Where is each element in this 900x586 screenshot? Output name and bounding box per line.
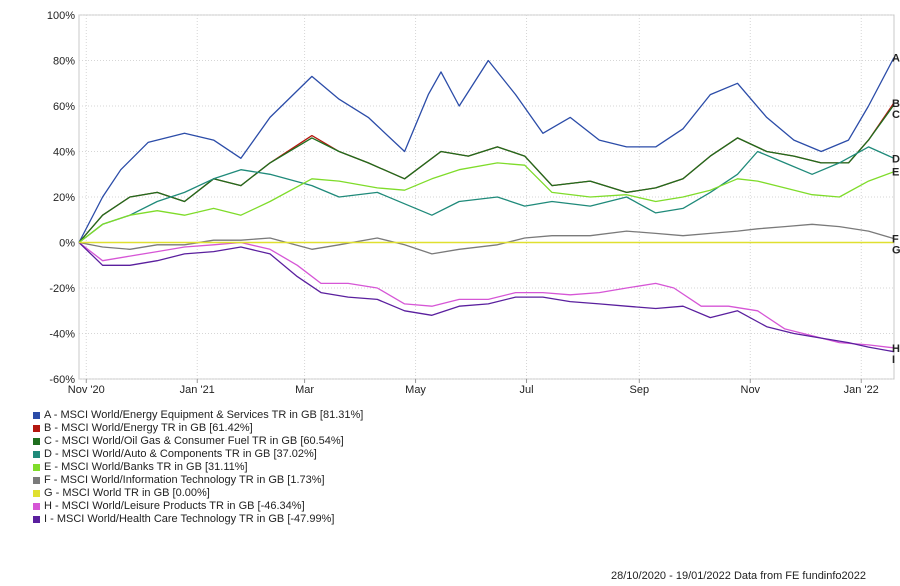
series-end-label-h: H xyxy=(892,343,900,355)
x-tick-label: Jan '22 xyxy=(844,384,879,396)
legend-item-a: A - MSCI World/Energy Equipment & Servic… xyxy=(33,409,363,422)
y-tick-label: -40% xyxy=(49,329,75,341)
y-tick-label: -60% xyxy=(49,374,75,386)
series-line-h xyxy=(78,241,895,349)
legend-item-g: G - MSCI World TR in GB [0.00%] xyxy=(33,487,363,500)
x-tick-label: May xyxy=(405,384,426,396)
legend-label: B - MSCI World/Energy TR in GB [61.42%] xyxy=(44,422,253,434)
y-tick-label: 100% xyxy=(47,10,75,22)
series-end-label-d: D xyxy=(892,153,900,165)
series-line-a xyxy=(78,57,895,243)
x-tick-label: Nov '20 xyxy=(68,384,105,396)
legend-item-h: H - MSCI World/Leisure Products TR in GB… xyxy=(33,500,363,513)
x-tick-label: Nov xyxy=(741,384,761,396)
y-tick-label: 40% xyxy=(53,147,75,159)
series-line-e xyxy=(78,162,895,244)
series-end-label-b: B xyxy=(892,98,900,110)
source-footer: 28/10/2020 - 19/01/2022 Data from FE fun… xyxy=(611,570,867,582)
legend-label: C - MSCI World/Oil Gas & Consumer Fuel T… xyxy=(44,435,344,447)
x-tick-label: Jul xyxy=(519,384,533,396)
legend-label: A - MSCI World/Energy Equipment & Servic… xyxy=(44,409,364,421)
series-end-label-f: F xyxy=(892,234,899,246)
plot-area xyxy=(78,14,895,380)
series-end-label-e: E xyxy=(892,167,899,179)
legend-item-f: F - MSCI World/Information Technology TR… xyxy=(33,474,363,487)
y-tick-label: -20% xyxy=(49,283,75,295)
y-tick-label: 0% xyxy=(59,238,75,250)
x-tick-label: Mar xyxy=(295,384,314,396)
legend-label: I - MSCI World/Health Care Technology TR… xyxy=(44,513,335,525)
series-line-d xyxy=(78,146,895,244)
legend-swatch xyxy=(33,425,40,432)
legend-swatch xyxy=(33,477,40,484)
series-line-c xyxy=(78,104,895,243)
legend-item-e: E - MSCI World/Banks TR in GB [31.11%] xyxy=(33,461,363,474)
legend-label: D - MSCI World/Auto & Components TR in G… xyxy=(44,448,317,460)
x-tick-label: Sep xyxy=(630,384,650,396)
legend-label: G - MSCI World TR in GB [0.00%] xyxy=(44,487,210,499)
series-end-label-a: A xyxy=(892,53,900,65)
x-axis: Nov '20 Jan '21 Mar May Jul Sep Nov Jan '22 xyxy=(68,379,879,396)
legend-swatch xyxy=(33,438,40,445)
series-line-i xyxy=(78,242,895,353)
y-tick-label: 80% xyxy=(53,56,75,68)
series-end-label-i: I xyxy=(892,354,895,366)
x-tick-label: Jan '21 xyxy=(180,384,215,396)
legend-swatch xyxy=(33,490,40,497)
legend-item-c: C - MSCI World/Oil Gas & Consumer Fuel T… xyxy=(33,435,363,448)
y-tick-label: 20% xyxy=(53,192,75,204)
series-end-label-c: C xyxy=(892,109,900,121)
legend-label: F - MSCI World/Information Technology TR… xyxy=(44,474,325,486)
series-end-labels: A BC DE FG HI xyxy=(892,53,900,366)
legend-item-d: D - MSCI World/Auto & Components TR in G… xyxy=(33,448,363,461)
y-axis: 100% 80% 60% 40% 20% 0% -20% -40% -60% xyxy=(47,10,75,386)
legend-swatch xyxy=(33,516,40,523)
legend-swatch xyxy=(33,412,40,419)
legend: A - MSCI World/Energy Equipment & Servic… xyxy=(33,409,363,526)
y-tick-label: 60% xyxy=(53,101,75,113)
series-lines xyxy=(78,57,895,353)
legend-item-b: B - MSCI World/Energy TR in GB [61.42%] xyxy=(33,422,363,435)
legend-swatch xyxy=(33,464,40,471)
series-end-label-g: G xyxy=(892,245,900,257)
legend-label: H - MSCI World/Leisure Products TR in GB… xyxy=(44,500,305,512)
legend-swatch xyxy=(33,503,40,510)
legend-item-i: I - MSCI World/Health Care Technology TR… xyxy=(33,513,363,526)
legend-label: E - MSCI World/Banks TR in GB [31.11%] xyxy=(44,461,248,473)
legend-swatch xyxy=(33,451,40,458)
